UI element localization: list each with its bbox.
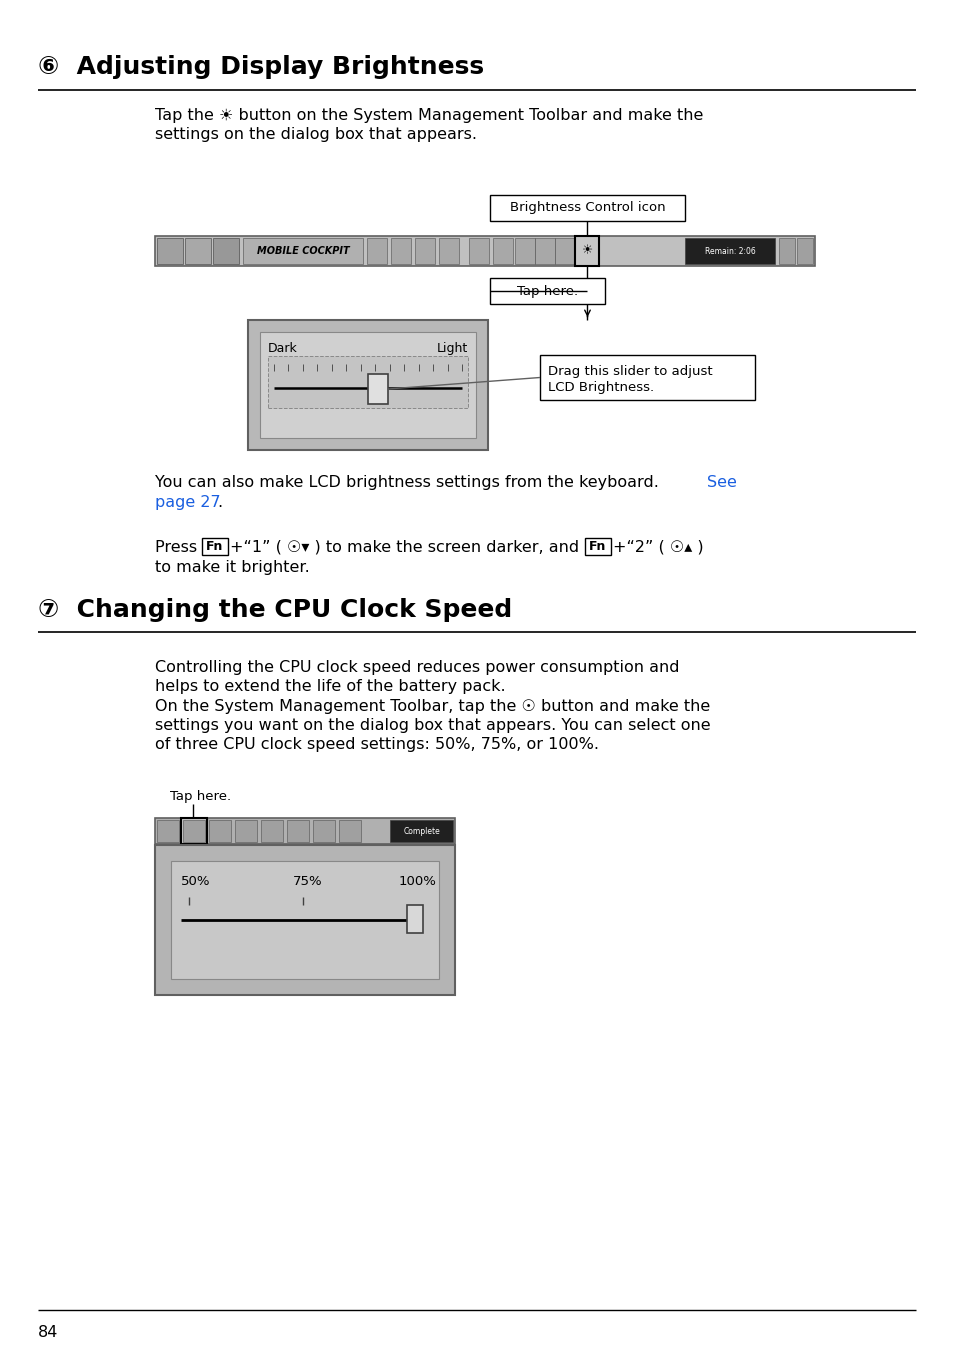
- Bar: [234, 821, 256, 842]
- Text: See: See: [706, 475, 736, 489]
- Text: 75%: 75%: [293, 875, 322, 888]
- Text: Tap here.: Tap here.: [170, 790, 231, 803]
- Text: ☀: ☀: [581, 245, 593, 257]
- Text: 100%: 100%: [398, 875, 436, 888]
- Text: +“1” ( ☉▾ ) to make the screen darker, and: +“1” ( ☉▾ ) to make the screen darker, a…: [230, 539, 583, 556]
- Bar: [390, 821, 453, 842]
- Text: On the System Management Toolbar, tap the ☉ button and make the: On the System Management Toolbar, tap th…: [154, 699, 709, 714]
- Bar: [287, 821, 309, 842]
- Bar: [243, 238, 363, 264]
- Bar: [338, 821, 360, 842]
- Bar: [157, 238, 183, 264]
- Bar: [185, 238, 211, 264]
- Bar: [490, 279, 604, 304]
- Bar: [490, 195, 684, 220]
- Bar: [584, 538, 610, 556]
- Text: Dark: Dark: [268, 342, 297, 356]
- Bar: [515, 238, 535, 264]
- Bar: [407, 904, 422, 933]
- Text: helps to extend the life of the battery pack.: helps to extend the life of the battery …: [154, 679, 505, 694]
- Text: MOBILE COCKPIT: MOBILE COCKPIT: [256, 246, 349, 256]
- Text: You can also make LCD brightness settings from the keyboard.: You can also make LCD brightness setting…: [154, 475, 663, 489]
- Bar: [260, 333, 476, 438]
- Bar: [539, 356, 754, 400]
- Bar: [154, 818, 455, 844]
- Text: Controlling the CPU clock speed reduces power consumption and: Controlling the CPU clock speed reduces …: [154, 660, 679, 675]
- Text: to make it brighter.: to make it brighter.: [154, 560, 310, 575]
- Bar: [555, 238, 575, 264]
- Text: ⑦  Changing the CPU Clock Speed: ⑦ Changing the CPU Clock Speed: [38, 598, 512, 622]
- Bar: [684, 238, 774, 264]
- Bar: [154, 237, 814, 266]
- Text: .: .: [216, 495, 222, 510]
- Text: 50%: 50%: [181, 875, 211, 888]
- Bar: [779, 238, 794, 264]
- Text: Press: Press: [154, 539, 202, 556]
- Bar: [261, 821, 283, 842]
- Text: 84: 84: [38, 1325, 58, 1340]
- Text: Tap the ☀ button on the System Management Toolbar and make the: Tap the ☀ button on the System Managemen…: [154, 108, 702, 123]
- Text: settings on the dialog box that appears.: settings on the dialog box that appears.: [154, 127, 476, 142]
- Bar: [248, 320, 488, 450]
- Bar: [438, 238, 458, 264]
- Bar: [368, 375, 388, 404]
- Bar: [469, 238, 489, 264]
- Bar: [157, 821, 179, 842]
- Text: of three CPU clock speed settings: 50%, 75%, or 100%.: of three CPU clock speed settings: 50%, …: [154, 737, 598, 752]
- Text: ⑥  Adjusting Display Brightness: ⑥ Adjusting Display Brightness: [38, 55, 483, 78]
- Bar: [202, 538, 228, 556]
- Bar: [183, 821, 205, 842]
- Bar: [391, 238, 411, 264]
- Text: Drag this slider to adjust: Drag this slider to adjust: [547, 365, 712, 379]
- Bar: [209, 821, 231, 842]
- Bar: [268, 356, 468, 408]
- Text: +“2” ( ☉▴ ): +“2” ( ☉▴ ): [613, 539, 703, 556]
- Bar: [796, 238, 812, 264]
- Text: LCD Brightness.: LCD Brightness.: [547, 381, 654, 393]
- Bar: [154, 845, 455, 995]
- Bar: [213, 238, 239, 264]
- Bar: [535, 238, 555, 264]
- Text: settings you want on the dialog box that appears. You can select one: settings you want on the dialog box that…: [154, 718, 710, 733]
- Text: Fn: Fn: [206, 539, 223, 553]
- Bar: [171, 861, 438, 979]
- Bar: [313, 821, 335, 842]
- Text: Brightness Control icon: Brightness Control icon: [509, 201, 664, 215]
- Bar: [367, 238, 387, 264]
- Text: Tap here.: Tap here.: [517, 284, 578, 297]
- Bar: [181, 818, 207, 844]
- Bar: [575, 237, 598, 266]
- Text: page 27: page 27: [154, 495, 220, 510]
- Text: Light: Light: [436, 342, 468, 356]
- Text: Remain: 2:06: Remain: 2:06: [704, 246, 755, 256]
- Text: Fn: Fn: [589, 539, 606, 553]
- Bar: [415, 238, 435, 264]
- Bar: [493, 238, 513, 264]
- Text: Complete: Complete: [403, 826, 440, 836]
